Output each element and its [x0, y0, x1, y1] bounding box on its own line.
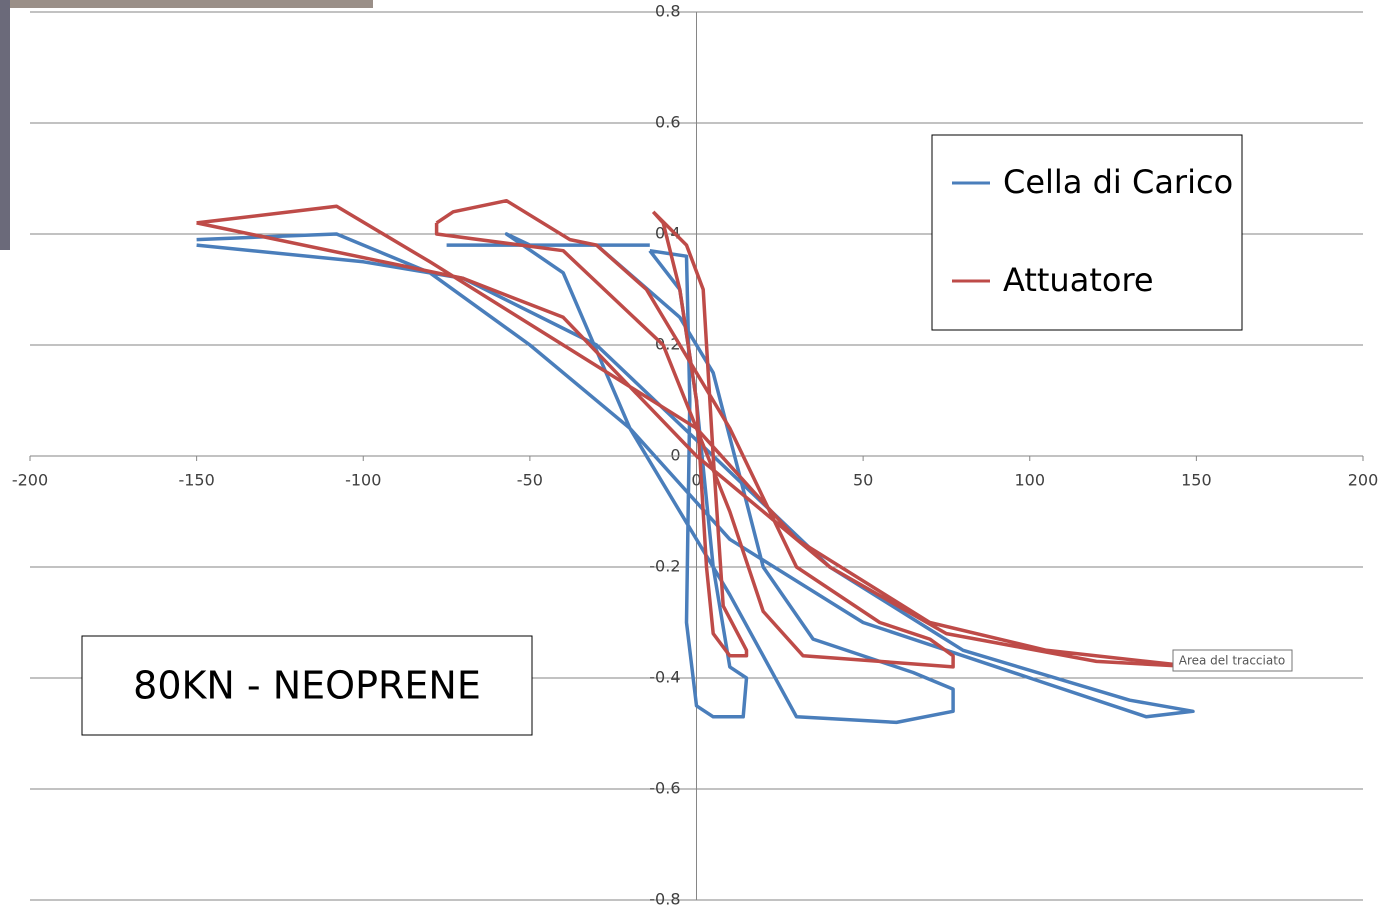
y-tick-label: -0.6: [649, 779, 680, 798]
y-tick-label: 0: [670, 446, 680, 465]
background-photo: [0, 0, 10, 250]
tooltip-box: [1172, 649, 1293, 672]
x-tick-label: -100: [345, 471, 381, 490]
x-tick-label: 0: [691, 471, 701, 490]
x-tick-label: 200: [1348, 471, 1379, 490]
x-tick-label: 150: [1181, 471, 1212, 490]
y-tick-label: -0.4: [649, 668, 680, 687]
x-tick-label: 100: [1014, 471, 1045, 490]
background-photo: [10, 0, 373, 8]
y-tick-label: 0.6: [655, 113, 680, 132]
x-tick-label: -50: [517, 471, 543, 490]
y-tick-label: -0.2: [649, 557, 680, 576]
tooltip: Area del tracciato: [1179, 654, 1286, 668]
legend-label: Attuatore: [1003, 261, 1154, 299]
legend-box: [931, 134, 1243, 331]
x-tick-label: 50: [853, 471, 873, 490]
x-tick-label: -150: [178, 471, 214, 490]
y-tick-label: 0.2: [655, 335, 680, 354]
x-tick-label: -200: [12, 471, 48, 490]
legend-label: Cella di Carico: [1003, 163, 1233, 201]
y-tick-label: -0.8: [649, 890, 680, 909]
y-tick-label: 0.8: [655, 2, 680, 21]
y-tick-label: 0.4: [655, 224, 680, 243]
annotation-box: [81, 635, 533, 736]
series-line: [196, 198, 1199, 669]
annotation: 80KN - NEOPRENE: [133, 664, 481, 708]
